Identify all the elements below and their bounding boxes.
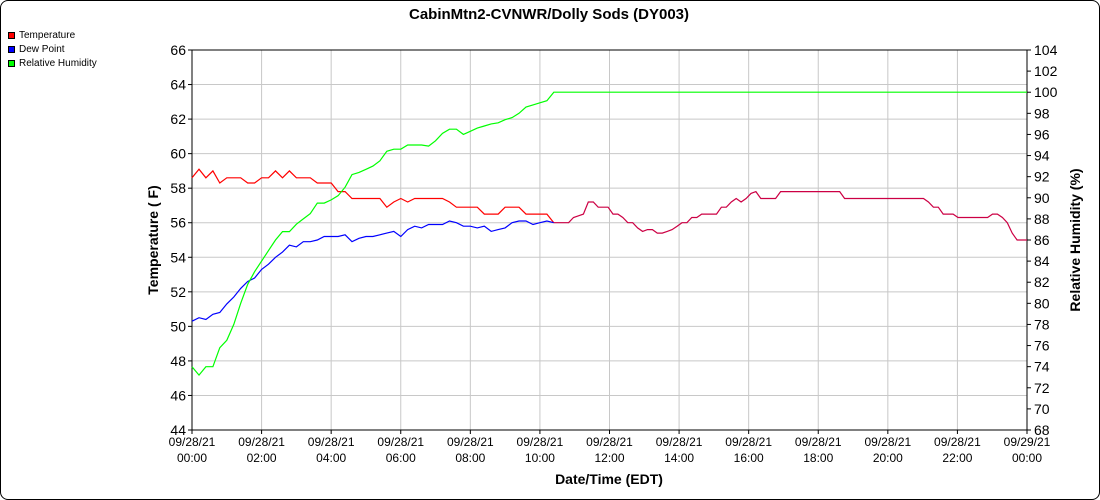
y2-tick-label: 74	[1034, 359, 1050, 375]
x-tick-time: 22:00	[942, 451, 972, 465]
y2-tick-label: 104	[1034, 42, 1058, 58]
series-line-0	[191, 168, 555, 224]
y-tick-label: 60	[170, 146, 186, 162]
right-axis-ticks: 68 70 72 74 76 78 80 82 84 86 88 90 92 94 96 98 100 102 10…	[1027, 42, 1058, 438]
legend-label-dew-point: Dew Point	[19, 43, 65, 55]
x-tick-date: 09/28/21	[586, 435, 633, 449]
y-tick-label: 58	[170, 180, 186, 196]
x-tick-time: 08:00	[455, 451, 485, 465]
y-tick-label: 46	[170, 387, 186, 403]
y2-tick-label: 78	[1034, 316, 1050, 332]
y-tick-label: 50	[170, 318, 186, 334]
x-tick-time: 02:00	[247, 451, 277, 465]
legend-item-dew-point: Dew Point	[8, 42, 97, 56]
x-tick-date: 09/28/21	[864, 435, 911, 449]
y-tick-label: 52	[170, 284, 186, 300]
y-tick-label: 66	[170, 42, 186, 58]
y2-tick-label: 76	[1034, 338, 1050, 354]
y2-tick-label: 70	[1034, 401, 1050, 417]
chart-legend: Temperature Dew Point Relative Humidity	[8, 28, 97, 70]
y-tick-label: 48	[170, 353, 186, 369]
x-tick-date: 09/28/21	[447, 435, 494, 449]
x-tick-date: 09/28/21	[169, 435, 216, 449]
y2-tick-label: 90	[1034, 190, 1050, 206]
y-tick-label: 62	[170, 111, 186, 127]
y2-tick-label: 94	[1034, 148, 1050, 164]
y2-tick-label: 82	[1034, 274, 1050, 290]
legend-label-temperature: Temperature	[19, 29, 76, 41]
x-tick-time: 18:00	[803, 451, 833, 465]
x-tick-date: 09/28/21	[377, 435, 424, 449]
y-axis-label: Temperature ( F)	[145, 185, 161, 294]
y2-tick-label: 84	[1034, 253, 1050, 269]
y2-tick-label: 102	[1034, 63, 1058, 79]
y2-tick-label: 72	[1034, 380, 1050, 396]
x-axis-ticks: 09/28/21 00:00 09/28/21 02:00 09/28/21 04:00 0…	[169, 430, 1051, 465]
x-tick-date: 09/28/21	[517, 435, 564, 449]
x-tick-time: 10:00	[525, 451, 555, 465]
x-tick-time: 12:00	[594, 451, 624, 465]
legend-swatch-relative-humidity	[8, 59, 15, 67]
x-tick-time: 14:00	[664, 451, 694, 465]
x-tick-time: 16:00	[734, 451, 764, 465]
left-axis-ticks: 44 46 48 50 52 54 56 58 60 62 64 66	[170, 42, 192, 438]
legend-item-relative-humidity: Relative Humidity	[8, 56, 97, 70]
x-tick-date: 09/28/21	[725, 435, 772, 449]
x-tick-date: 09/28/21	[656, 435, 703, 449]
legend-swatch-dew-point	[8, 45, 15, 53]
series-line-2	[191, 91, 1027, 377]
series-line-1	[191, 220, 554, 322]
legend-item-temperature: Temperature	[8, 28, 97, 42]
y2-tick-label: 98	[1034, 105, 1050, 121]
x-tick-date: 09/28/21	[238, 435, 285, 449]
y2-tick-label: 96	[1034, 126, 1050, 142]
y2-tick-label: 68	[1034, 422, 1050, 438]
y2-tick-label: 80	[1034, 295, 1050, 311]
y2-tick-label: 92	[1034, 169, 1050, 185]
x-axis-label: Date/Time (EDT)	[555, 471, 663, 487]
y2-tick-label: 88	[1034, 211, 1050, 227]
legend-label-relative-humidity: Relative Humidity	[19, 57, 97, 69]
y2-tick-label: 86	[1034, 232, 1050, 248]
x-tick-date: 09/28/21	[934, 435, 981, 449]
x-tick-date: 09/28/21	[795, 435, 842, 449]
x-tick-time: 04:00	[316, 451, 346, 465]
y-tick-label: 56	[170, 215, 186, 231]
chart-title: CabinMtn2-CVNWR/Dolly Sods (DY003)	[409, 6, 689, 23]
y2-tick-label: 100	[1034, 84, 1058, 100]
series-lines	[191, 91, 1027, 377]
x-tick-date: 09/29/21	[1004, 435, 1051, 449]
x-tick-time: 06:00	[386, 451, 416, 465]
y-tick-label: 44	[170, 422, 186, 438]
x-tick-time: 00:00	[1012, 451, 1042, 465]
legend-swatch-temperature	[8, 31, 15, 39]
y-tick-label: 64	[170, 77, 186, 93]
x-tick-time: 00:00	[177, 451, 207, 465]
x-tick-time: 20:00	[873, 451, 903, 465]
x-tick-date: 09/28/21	[308, 435, 355, 449]
y-tick-label: 54	[170, 249, 186, 265]
y2-axis-label: Relative Humidity (%)	[1067, 168, 1083, 311]
series-line-3	[553, 190, 1027, 241]
